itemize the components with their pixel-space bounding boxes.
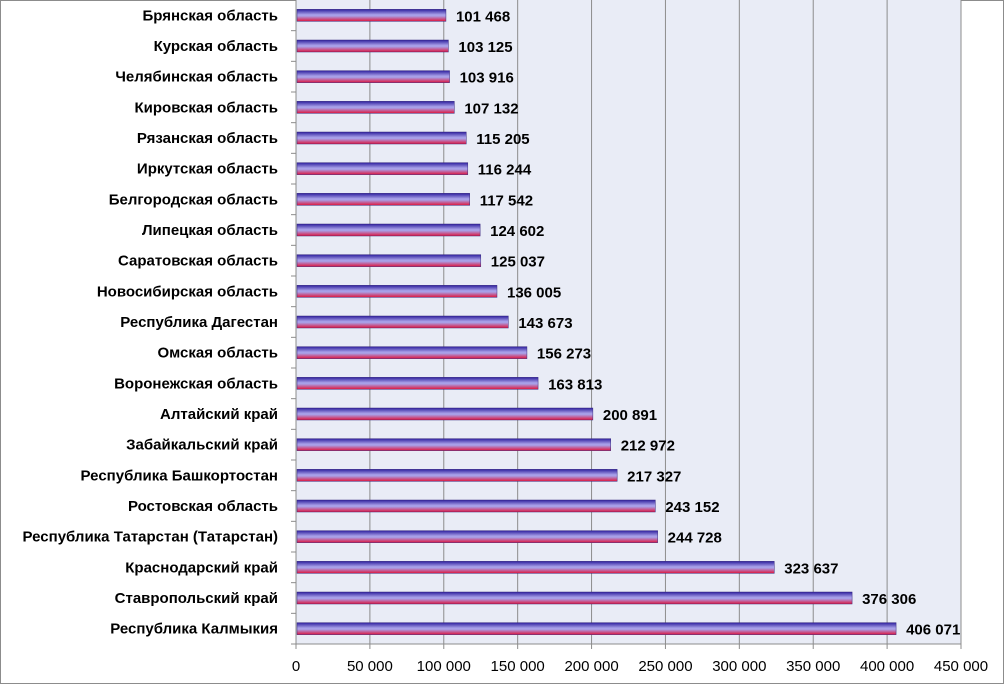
- axes: [291, 0, 962, 649]
- bar: [296, 407, 594, 421]
- bar: [296, 346, 528, 359]
- category-label: Челябинская область: [115, 69, 278, 86]
- category-label: Забайкальский край: [126, 437, 278, 454]
- value-label: 117 542: [480, 192, 533, 209]
- bar: [296, 469, 618, 482]
- value-labels: 101 468 103 125 103 916 107 132 115 205 116 2…: [456, 8, 960, 638]
- category-label: Саратовская область: [118, 253, 278, 270]
- x-tick-label: 100 000: [417, 658, 471, 675]
- bars: [296, 9, 897, 635]
- bar: [296, 591, 853, 605]
- value-label: 101 468: [456, 8, 510, 25]
- category-label: Ростовская область: [128, 498, 278, 515]
- bar: [296, 377, 539, 390]
- value-label: 200 891: [603, 407, 657, 424]
- x-tick-label: 450 000: [934, 658, 988, 675]
- bar: [296, 131, 467, 145]
- value-label: 406 071: [906, 622, 960, 639]
- value-label: 103 916: [460, 70, 514, 87]
- bar: [296, 561, 775, 574]
- value-label: 376 306: [862, 591, 916, 608]
- bar: [296, 39, 449, 53]
- category-label: Брянская область: [142, 7, 278, 24]
- x-tick-label: 50 000: [347, 658, 393, 675]
- value-label: 103 125: [458, 39, 512, 56]
- bar: [296, 438, 611, 451]
- x-tick-label: 150 000: [491, 658, 545, 675]
- x-tick-label: 400 000: [860, 658, 914, 675]
- value-label: 217 327: [627, 468, 681, 485]
- value-label: 244 728: [668, 530, 722, 547]
- category-label: Иркутская область: [137, 161, 278, 178]
- category-label: Воронежская область: [114, 375, 278, 392]
- bar: [296, 193, 470, 206]
- category-label: Рязанская область: [137, 130, 278, 147]
- category-label: Краснодарский край: [125, 559, 278, 576]
- bar: [296, 285, 498, 298]
- value-label: 125 037: [491, 254, 545, 271]
- bar: [296, 101, 455, 114]
- value-label: 136 005: [507, 284, 561, 301]
- bar: [296, 499, 656, 513]
- x-tick-label: 350 000: [786, 658, 840, 675]
- value-label: 212 972: [621, 438, 675, 455]
- bar: [296, 315, 509, 329]
- category-label: Республика Калмыкия: [110, 621, 278, 638]
- category-label: Алтайский край: [160, 406, 278, 423]
- x-tick-label: 200 000: [564, 658, 618, 675]
- category-label: Республика Башкортостан: [81, 467, 278, 484]
- category-label: Республика Дагестан: [120, 314, 278, 331]
- bar: [296, 530, 658, 543]
- bar: [296, 223, 481, 237]
- bar: [296, 70, 450, 83]
- category-label: Липецкая область: [142, 222, 278, 239]
- bar: [296, 9, 447, 22]
- value-label: 124 602: [490, 223, 544, 240]
- bar: [296, 254, 482, 267]
- x-tick-label: 300 000: [712, 658, 766, 675]
- value-label: 107 132: [464, 100, 518, 117]
- value-label: 143 673: [518, 315, 572, 332]
- category-label: Новосибирская область: [97, 283, 278, 300]
- x-tick-label: 0: [292, 658, 300, 675]
- x-tick-label: 250 000: [638, 658, 692, 675]
- category-label: Белгородская область: [109, 191, 278, 208]
- category-label: Омская область: [157, 345, 278, 362]
- value-label: 243 152: [665, 499, 719, 516]
- value-label: 323 637: [784, 560, 838, 577]
- category-label: Ставропольский край: [115, 590, 278, 607]
- x-tick-labels: 0 50 000 100 000 150 000 200 000 250 000 300 0…: [292, 658, 988, 675]
- value-label: 115 205: [476, 131, 529, 148]
- category-labels: Брянская область Курская область Челябинск…: [23, 7, 278, 637]
- value-label: 156 273: [537, 346, 591, 363]
- category-label: Кировская область: [135, 99, 279, 116]
- bar: [296, 622, 897, 635]
- value-label: 163 813: [548, 376, 602, 393]
- category-label: Курская область: [154, 38, 278, 55]
- value-label: 116 244: [478, 162, 532, 179]
- bar: [296, 162, 469, 175]
- category-label: Республика Татарстан (Татарстан): [23, 529, 278, 546]
